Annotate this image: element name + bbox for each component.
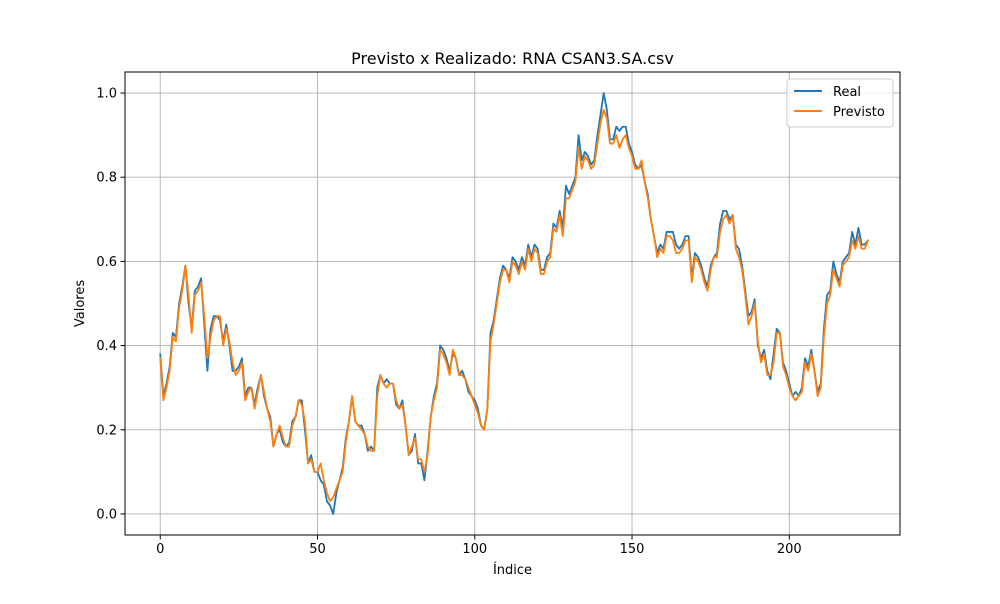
axis-ticks: 0 50 100 150 200 0.0 0.2 0.4 0.6 0.8 1.0 xyxy=(96,87,801,557)
x-tick-label: 0 xyxy=(156,542,164,557)
x-tick-label: 50 xyxy=(309,542,326,557)
series-lines xyxy=(159,92,869,515)
x-tick-label: 150 xyxy=(620,542,645,557)
y-tick-label: 0.0 xyxy=(96,507,117,522)
grid xyxy=(125,72,900,535)
x-axis-label: Índice xyxy=(493,562,532,578)
y-axis-label: Valores xyxy=(73,280,88,327)
chart-title: Previsto x Realizado: RNA CSAN3.SA.csv xyxy=(351,49,674,68)
y-tick-label: 0.8 xyxy=(96,171,117,186)
plot-area-frame xyxy=(124,71,901,536)
y-tick-label: 0.2 xyxy=(96,423,117,438)
legend: Real Previsto xyxy=(786,78,894,128)
legend-label-real: Real xyxy=(833,85,861,100)
series-line-previsto xyxy=(159,108,869,503)
x-tick-label: 100 xyxy=(462,542,487,557)
y-tick-label: 1.0 xyxy=(96,87,117,102)
y-tick-label: 0.4 xyxy=(96,339,117,354)
legend-label-previsto: Previsto xyxy=(833,105,885,120)
y-tick-label: 0.6 xyxy=(96,255,117,270)
x-tick-label: 200 xyxy=(777,542,802,557)
